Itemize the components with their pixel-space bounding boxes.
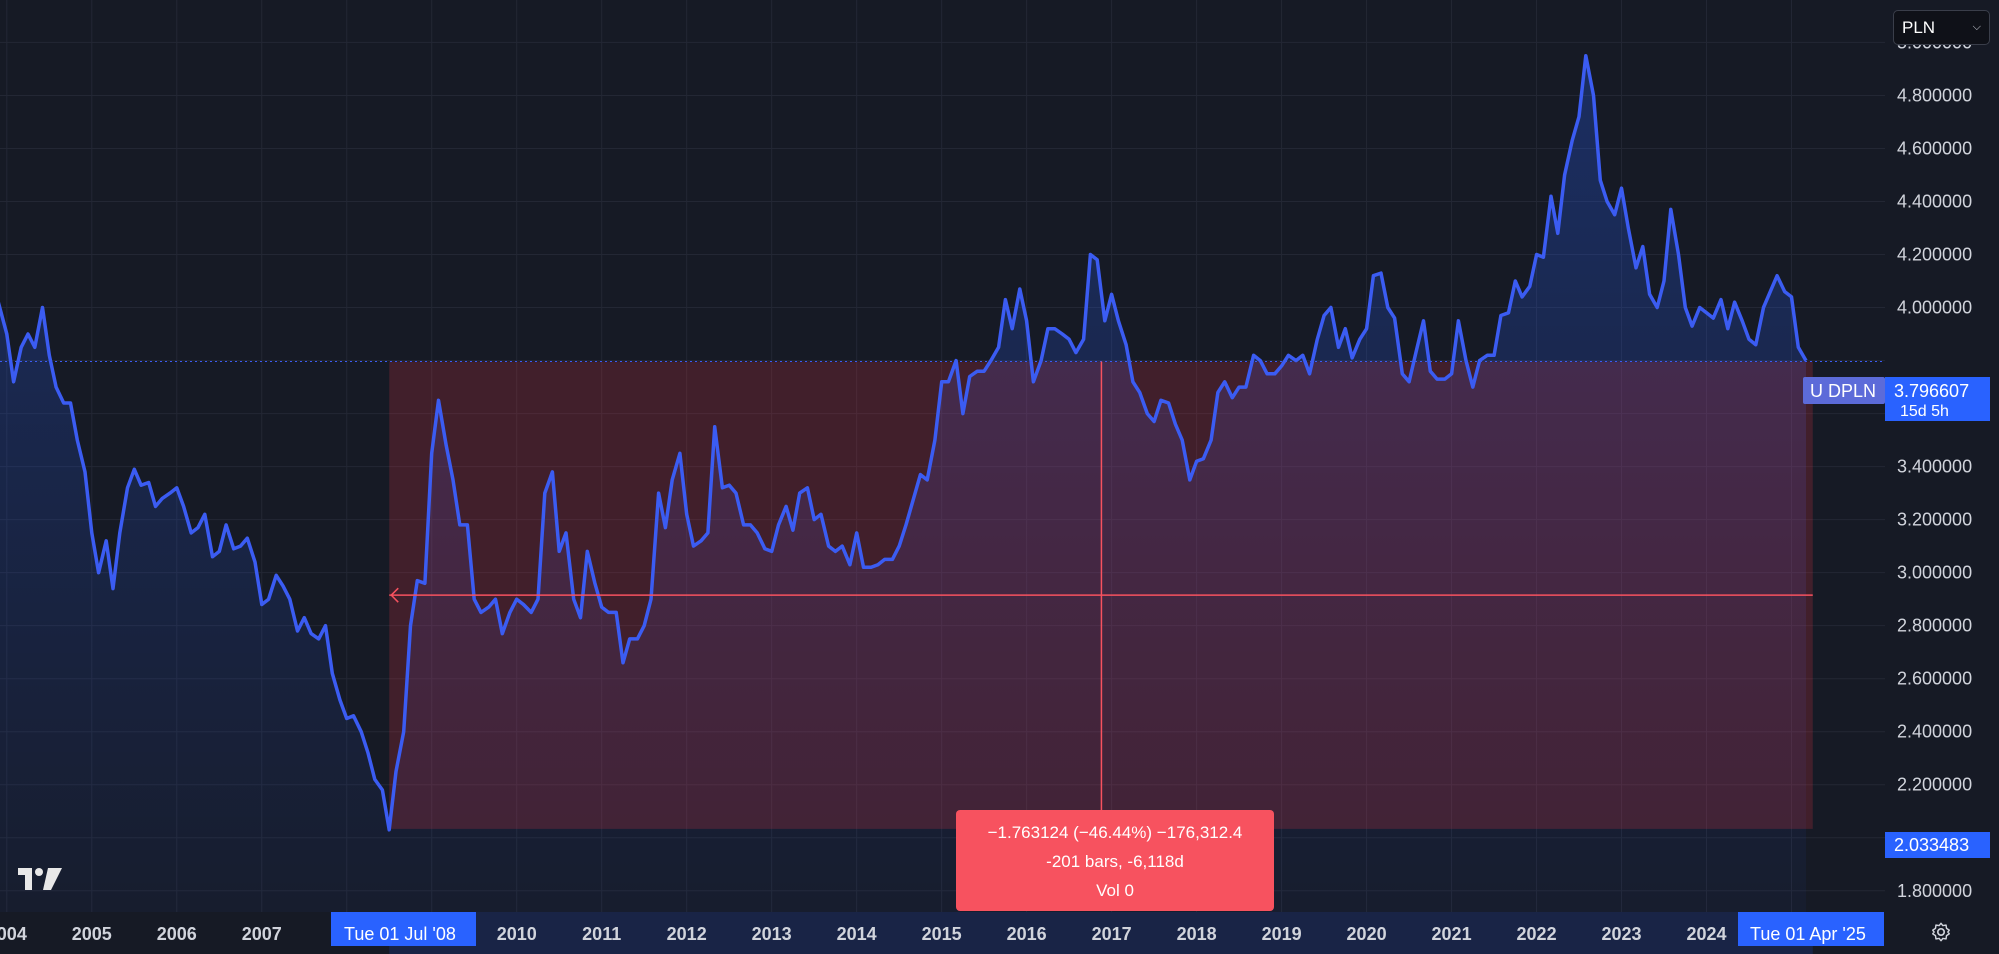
x-tick-label: 2022 [1517,924,1557,944]
symbol-tag [1803,377,1885,404]
y-tick-label: 4.600000 [1897,138,1972,158]
time-range-band [389,912,1813,954]
chevron-down-icon: ⌵ [1972,21,1981,33]
x-tick-label: 2023 [1602,924,1642,944]
range-end-tag [1738,912,1884,946]
price-area-fill [0,55,1806,912]
x-tick-label: 2007 [242,924,282,944]
gear-icon [1932,922,1950,942]
x-tick-label: 2005 [72,924,112,944]
y-axis-ticks: 1.800000 2.200000 2.400000 2.600000 2.800000… [1897,32,1972,900]
x-tick-label: 2018 [1177,924,1217,944]
x-tick-label: 2014 [837,924,877,944]
y-tick-label: 2.400000 [1897,722,1972,742]
x-tick-label: 2024 [1687,924,1727,944]
y-tick-label: 1.800000 [1897,881,1972,901]
settings-button[interactable] [1926,917,1956,947]
measure-arrow-icon [390,587,399,603]
y-tick-label: 2.800000 [1897,616,1972,636]
last-price-tag [1885,377,1990,421]
x-tick-label: 2021 [1432,924,1472,944]
y-tick-label: 3.200000 [1897,510,1972,530]
range-start-label: Tue 01 Jul '08 [344,924,456,944]
x-tick-label: 2016 [1007,924,1047,944]
x-tick-label: 2015 [922,924,962,944]
y-tick-label: 3.400000 [1897,457,1972,477]
x-tick-label: 2004 [0,924,27,944]
y-tick-label: 3.000000 [1897,563,1972,583]
y-tick-label: 4.400000 [1897,191,1972,211]
x-tick-label: 2017 [1092,924,1132,944]
range-end-label: Tue 01 Apr '25 [1750,924,1866,944]
range-low-label: 2.033483 [1894,835,1969,855]
x-tick-label: 2012 [667,924,707,944]
currency-value: PLN [1902,17,1936,37]
symbol-label: U DPLN [1810,381,1876,401]
x-tick-label: 2020 [1347,924,1387,944]
x-tick-label: 2019 [1262,924,1302,944]
x-tick-label: 2010 [497,924,537,944]
y-tick-label: 4.000000 [1897,298,1972,318]
y-tick-label: 4.800000 [1897,85,1972,105]
last-price-label: 3.796607 [1894,381,1969,401]
y-tick-label: 2.200000 [1897,775,1972,795]
countdown-label: 15d 5h [1900,403,1949,420]
measure-tooltip-line2: -201 bars, -6,118d [1046,852,1184,871]
range-start-tag [331,912,476,946]
x-tick-label: 2006 [157,924,197,944]
y-tick-label: 2.600000 [1897,669,1972,689]
x-axis-ticks: 2004 2005 2006 2007 2010 2011 2012 2013 2014 2015… [0,924,1727,944]
tradingview-logo [18,868,62,890]
measure-tooltip-line1: −1.763124 (−46.44%) −176,312.4 [988,823,1243,842]
x-tick-label: 2013 [752,924,792,944]
price-line [0,53,1808,832]
currency-select[interactable]: PLN ⌵ [1893,10,1990,45]
measure-tooltip-line3: Vol 0 [1096,881,1134,900]
x-tick-label: 2011 [582,924,621,944]
measure-tooltip [956,810,1274,911]
y-tick-label: 4.200000 [1897,245,1972,265]
range-low-tag [1885,832,1990,858]
